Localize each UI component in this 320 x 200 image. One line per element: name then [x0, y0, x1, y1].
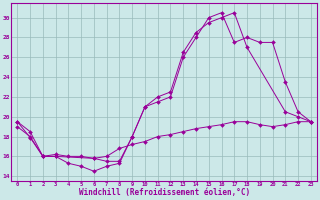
X-axis label: Windchill (Refroidissement éolien,°C): Windchill (Refroidissement éolien,°C)	[78, 188, 250, 197]
